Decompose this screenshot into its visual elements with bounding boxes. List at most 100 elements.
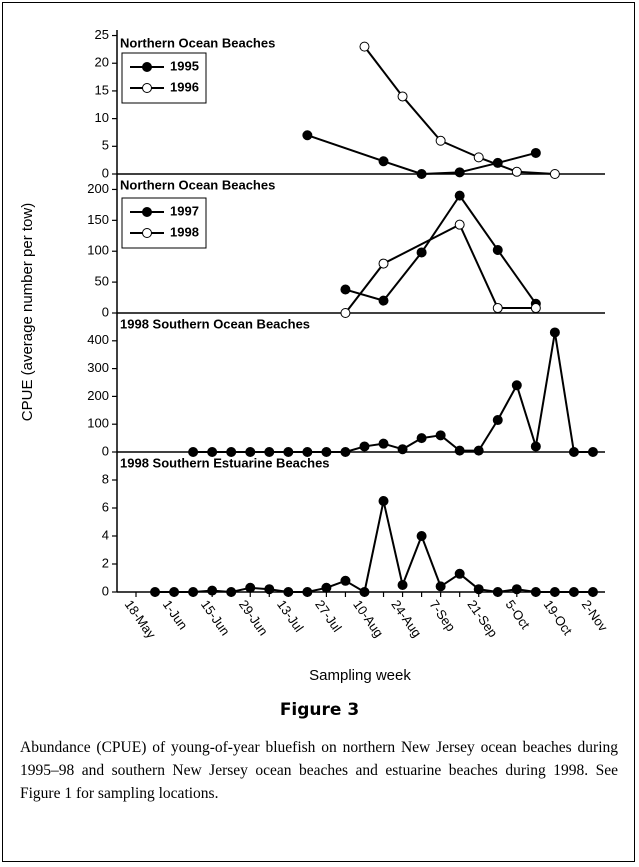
panel-title: 1998 Southern Ocean Beaches: [120, 316, 310, 331]
x-tick-label: 24-Aug: [388, 597, 424, 640]
marker: [435, 581, 446, 592]
marker: [340, 308, 351, 318]
marker: [378, 258, 389, 269]
marker: [340, 447, 351, 457]
series-line: [307, 134, 384, 163]
marker: [283, 447, 294, 457]
panel-title: Northern Ocean Beaches: [120, 35, 275, 50]
marker: [245, 447, 256, 457]
figure-label: Figure 3: [279, 700, 360, 720]
marker: [378, 156, 389, 167]
marker: [397, 91, 408, 102]
x-tick-label: 7-Sep: [426, 597, 458, 634]
x-tick-label: 1-Jun: [160, 597, 191, 632]
x-tick-label: 27-Jul: [312, 597, 345, 635]
series-line: [478, 156, 518, 173]
marker: [378, 295, 389, 306]
series-line: [497, 151, 537, 164]
marker: [492, 303, 503, 314]
marker: [511, 380, 522, 391]
y-tick-label: 150: [87, 212, 109, 227]
marker: [188, 447, 199, 457]
marker: [340, 575, 351, 586]
marker: [397, 580, 408, 590]
marker: [321, 582, 332, 593]
marker: [397, 444, 408, 455]
legend-box: [121, 52, 207, 104]
legend-label: 1996: [170, 79, 199, 94]
y-tick-label: 25: [95, 27, 109, 42]
series-line: [383, 223, 461, 265]
marker: [454, 167, 465, 178]
marker: [378, 496, 389, 506]
marker: [492, 415, 503, 426]
legend-label: 1998: [170, 224, 199, 239]
series-line: [401, 95, 442, 142]
y-tick-label: 200: [87, 181, 109, 196]
marker: [454, 190, 465, 201]
marker: [416, 433, 427, 444]
marker: [511, 166, 522, 177]
marker: [302, 447, 313, 457]
legend-marker: [142, 207, 152, 217]
series-line: [344, 262, 385, 314]
series-line: [345, 288, 384, 302]
y-tick-label: 10: [95, 110, 109, 125]
legend-marker: [142, 228, 152, 238]
marker: [378, 438, 389, 449]
marker: [473, 152, 484, 163]
y-axis-label: CPUE (average number per tow): [19, 203, 36, 421]
marker: [549, 327, 560, 338]
y-tick-label: 0: [102, 165, 109, 180]
y-tick-label: 0: [102, 304, 109, 319]
y-tick-label: 300: [87, 360, 109, 375]
series-line: [363, 46, 404, 98]
series-line: [420, 535, 442, 587]
x-tick-label: 15-Jun: [198, 597, 233, 638]
panel-title: Northern Ocean Beaches: [120, 177, 275, 192]
marker: [454, 445, 465, 456]
marker: [340, 284, 351, 295]
marker: [416, 247, 427, 258]
marker: [530, 441, 541, 452]
y-tick-label: 6: [102, 499, 109, 514]
series-line: [515, 384, 537, 447]
y-tick-label: 4: [102, 527, 109, 542]
y-tick-label: 5: [102, 138, 109, 153]
marker: [359, 41, 370, 52]
y-tick-label: 15: [95, 82, 109, 97]
y-tick-label: 20: [95, 55, 109, 70]
marker: [264, 447, 275, 457]
marker: [359, 441, 370, 452]
series-line: [421, 171, 460, 175]
series-line: [496, 384, 518, 421]
x-axis-label: Sampling week: [309, 667, 411, 684]
y-tick-label: 50: [95, 274, 109, 289]
marker: [473, 445, 484, 456]
marker: [530, 147, 541, 158]
x-tick-label: 2-Nov: [579, 597, 611, 634]
series-line: [420, 195, 461, 254]
series-line: [440, 139, 480, 159]
series-line: [477, 419, 499, 452]
marker: [416, 531, 427, 541]
series-line: [382, 500, 404, 586]
marker: [492, 244, 503, 255]
panel-title: 1998 Southern Estuarine Beaches: [120, 455, 330, 470]
marker: [435, 135, 446, 146]
y-tick-label: 0: [102, 443, 109, 458]
x-tick-label: 19-Oct: [541, 597, 576, 638]
series-line: [458, 224, 499, 309]
series-line: [363, 500, 385, 593]
caption: Abundance (CPUE) of young-of-year bluefi…: [20, 739, 618, 802]
x-tick-label: 29-Jun: [236, 597, 271, 638]
legend-label: 1995: [170, 58, 199, 73]
legend-marker: [142, 83, 152, 93]
marker: [416, 169, 427, 179]
y-tick-label: 8: [102, 471, 109, 486]
marker: [454, 219, 465, 230]
marker: [321, 447, 332, 457]
y-tick-label: 100: [87, 243, 109, 258]
marker: [454, 568, 465, 579]
